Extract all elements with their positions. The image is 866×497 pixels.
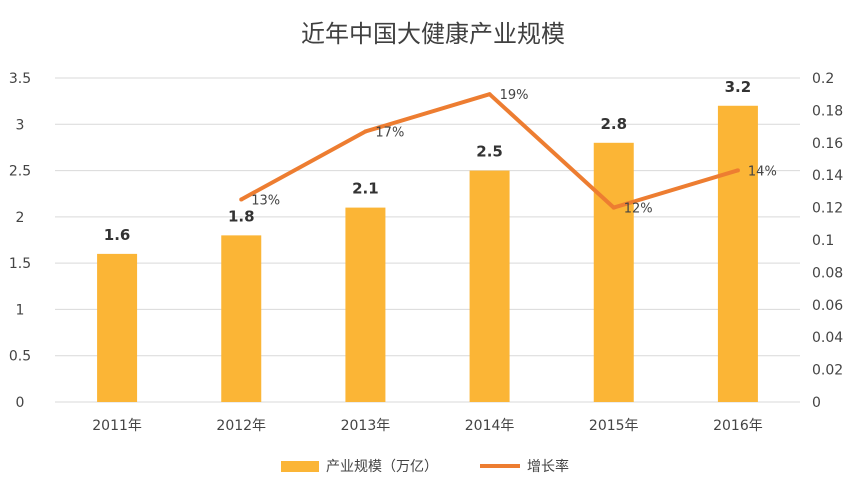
y-right-tick-label: 0.18 xyxy=(812,103,843,119)
legend-label-bar: 产业规模（万亿） xyxy=(326,459,438,475)
line-point xyxy=(487,92,492,97)
y-left-tick-label: 2.5 xyxy=(9,164,31,180)
bar-value-label: 3.2 xyxy=(725,78,752,96)
bar-value-label: 2.5 xyxy=(476,143,503,161)
x-tick-label: 2016年 xyxy=(713,418,763,434)
line-point xyxy=(611,205,616,210)
line-data-labels: 13% 17% 19% 12% 14% xyxy=(251,88,777,216)
bar-value-label: 1.8 xyxy=(228,207,255,225)
bar-value-label: 2.8 xyxy=(600,115,627,133)
bar xyxy=(221,235,262,402)
legend: 产业规模（万亿） 增长率 xyxy=(281,458,569,475)
line-point xyxy=(735,168,740,173)
bar xyxy=(469,170,510,402)
line-value-label: 14% xyxy=(748,164,777,179)
bar xyxy=(593,142,634,403)
bar-value-label: 2.1 xyxy=(352,180,379,198)
left-axis-ticks: 0 0.5 1 1.5 2 2.5 3 3.5 xyxy=(9,71,31,411)
gridlines xyxy=(55,77,800,403)
line-value-label: 19% xyxy=(500,88,529,103)
y-right-tick-label: 0.1 xyxy=(812,233,834,249)
x-tick-label: 2011年 xyxy=(92,418,142,434)
y-right-tick-label: 0.2 xyxy=(812,71,834,87)
legend-swatch-bar xyxy=(281,461,319,472)
bar xyxy=(97,253,138,402)
line-series xyxy=(239,92,740,210)
right-axis-ticks: 0 0.02 0.04 0.06 0.08 0.1 0.12 0.14 0.16 0.18 0.2 xyxy=(812,71,843,411)
y-right-tick-label: 0.06 xyxy=(812,298,843,314)
y-right-tick-label: 0.04 xyxy=(812,330,843,346)
y-right-tick-label: 0.16 xyxy=(812,136,843,152)
y-right-tick-label: 0.12 xyxy=(812,201,843,217)
y-left-tick-label: 1 xyxy=(16,302,25,318)
bar xyxy=(717,105,758,403)
y-right-tick-label: 0.02 xyxy=(812,363,843,379)
legend-label-line: 增长率 xyxy=(527,458,569,475)
x-tick-label: 2015年 xyxy=(589,418,639,434)
bar-data-labels: 1.6 1.8 2.1 2.5 2.8 3.2 xyxy=(104,78,751,244)
y-right-tick-label: 0.14 xyxy=(812,168,843,184)
y-left-tick-label: 3.5 xyxy=(9,71,31,87)
y-left-tick-label: 0.5 xyxy=(9,349,31,365)
y-right-tick-label: 0.08 xyxy=(812,265,843,281)
line-point xyxy=(239,197,244,202)
line-point xyxy=(363,129,368,134)
bar-value-label: 1.6 xyxy=(104,226,131,244)
x-tick-label: 2014年 xyxy=(465,418,515,434)
line-value-label: 17% xyxy=(375,125,404,140)
x-tick-label: 2012年 xyxy=(216,418,266,434)
y-left-tick-label: 0 xyxy=(16,395,25,411)
line-value-label: 13% xyxy=(251,194,280,209)
bar xyxy=(345,207,386,402)
x-tick-label: 2013年 xyxy=(341,418,391,434)
bar-series xyxy=(97,105,758,403)
chart-title: 近年中国大健康产业规模 xyxy=(301,20,565,48)
y-left-tick-label: 3 xyxy=(16,117,25,133)
y-left-tick-label: 1.5 xyxy=(9,256,31,272)
y-left-tick-label: 2 xyxy=(16,210,25,226)
y-right-tick-label: 0 xyxy=(812,395,821,411)
x-axis-ticks: 2011年 2012年 2013年 2014年 2015年 2016年 xyxy=(92,418,762,434)
line-value-label: 12% xyxy=(624,202,653,217)
